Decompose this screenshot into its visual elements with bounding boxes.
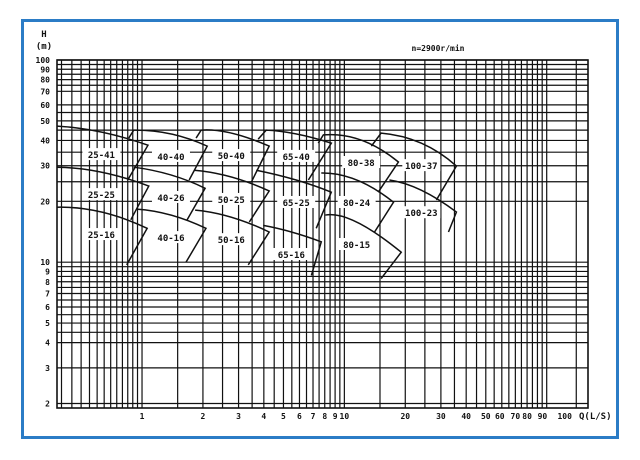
x-tick-label: 50: [481, 412, 491, 421]
label-background: [277, 195, 316, 208]
model-label: 100-23: [405, 209, 438, 219]
y-tick-label: 5: [45, 319, 50, 328]
model-label: 40-26: [157, 194, 184, 204]
x-tick-label: 5: [281, 412, 286, 421]
tick-labels: 1 2 3 4 5 6 7 8 9 10 20 30 40 50 60 70 80 90 1001009080706…: [36, 56, 573, 421]
x-tick-label: 4: [261, 412, 266, 421]
x-tick-label: 100: [557, 412, 572, 421]
y-tick-label: 80: [40, 76, 50, 85]
label-background: [151, 231, 190, 244]
x-tick-label: 6: [297, 412, 302, 421]
y-tick-label: 4: [45, 339, 50, 348]
model-label: 65-16: [278, 251, 305, 261]
model-label: 50-25: [218, 196, 245, 206]
y-tick-label: 100: [36, 56, 51, 65]
y-tick-label: 6: [45, 303, 50, 312]
head-curve-25-41: [56, 125, 150, 181]
head-curve-80-38: [317, 133, 400, 193]
label-background: [212, 192, 251, 205]
x-tick-label: 9: [333, 412, 338, 421]
head-curve-40-26: [133, 166, 207, 221]
head-curve-40-16: [136, 208, 208, 263]
y-tick-label: 70: [40, 87, 50, 96]
label-background: [82, 188, 121, 201]
y-tick-label: 7: [45, 289, 50, 298]
model-label: 65-25: [283, 199, 310, 209]
head-curve-25-16: [56, 206, 149, 266]
head-curve-100-37: [370, 132, 458, 201]
label-background: [277, 149, 316, 162]
label-background: [342, 156, 381, 169]
label-background: [272, 248, 311, 261]
y-tick-label: 60: [40, 101, 50, 110]
y-tick-label: 40: [40, 136, 50, 145]
model-label: 100-37: [405, 162, 438, 172]
x-tick-label: 7: [311, 412, 316, 421]
label-background: [151, 149, 190, 162]
label-background: [337, 238, 376, 251]
x-axis-label: Q(L/S): [579, 412, 612, 422]
label-background: [82, 148, 121, 161]
y-tick-label: 8: [45, 278, 50, 287]
head-curve-80-15: [325, 213, 403, 279]
model-label: 80-38: [348, 159, 375, 169]
y-tick-label: 10: [40, 258, 50, 267]
head-curve-50-16: [195, 209, 271, 266]
y-tick-label: 90: [40, 65, 50, 74]
plot-area-border: [56, 59, 589, 409]
y-tick-label: 50: [40, 117, 50, 126]
x-tick-label: 90: [538, 412, 548, 421]
head-curve-50-40: [195, 129, 271, 183]
model-label: 80-24: [343, 199, 371, 209]
head-curve-100-23: [389, 179, 458, 233]
y-tick-label: 3: [45, 364, 50, 373]
x-tick-label: 3: [236, 412, 241, 421]
model-label: 25-25: [88, 191, 115, 201]
head-curve-25-25: [56, 166, 150, 221]
speed-annotation: n=2900r/min: [412, 43, 465, 53]
x-tick-label: 20: [400, 412, 410, 421]
label-background: [82, 228, 121, 241]
label-background: [212, 233, 251, 246]
x-tick-label: 8: [322, 412, 327, 421]
model-label: 40-40: [157, 153, 184, 163]
head-curve-65-40: [257, 129, 333, 181]
chart-frame: [21, 19, 619, 439]
label-background: [212, 149, 251, 162]
head-curve-80-24: [321, 172, 395, 233]
y-tick-label: 30: [40, 162, 50, 171]
model-label: 80-15: [343, 241, 370, 251]
x-tick-label: 80: [522, 412, 532, 421]
x-tick-label: 30: [436, 412, 446, 421]
model-label: 50-16: [218, 236, 245, 246]
model-curves: [56, 125, 458, 279]
model-label: 40-16: [157, 234, 184, 244]
model-label: 25-41: [88, 151, 115, 161]
x-tick-label: 70: [511, 412, 521, 421]
y-tick-label: 20: [40, 197, 50, 206]
y-axis-label-unit: (m): [36, 42, 52, 52]
x-tick-label: 1: [140, 412, 145, 421]
label-background: [402, 206, 441, 219]
head-curve-50-25: [194, 169, 271, 223]
head-curve-65-25: [256, 169, 333, 229]
x-tick-label: 60: [495, 412, 505, 421]
model-labels: 25-41 25-25 25-16 40-40 40-26 40-16 50-40 50-25…: [82, 148, 441, 261]
x-tick-label: 2: [201, 412, 206, 421]
model-label: 50-40: [218, 152, 245, 162]
x-tick-label: 10: [340, 412, 350, 421]
y-tick-label: 9: [45, 267, 50, 276]
grid: [56, 59, 589, 409]
label-background: [151, 190, 190, 203]
model-label: 65-40: [283, 153, 310, 163]
model-label: 25-16: [88, 231, 115, 241]
label-background: [337, 195, 376, 208]
x-tick-label: 40: [461, 412, 471, 421]
head-curve-40-40: [128, 129, 209, 181]
head-curve-65-16: [263, 224, 323, 276]
label-background: [402, 159, 441, 172]
y-axis-label-h: H: [41, 30, 46, 40]
y-tick-label: 2: [45, 399, 50, 408]
